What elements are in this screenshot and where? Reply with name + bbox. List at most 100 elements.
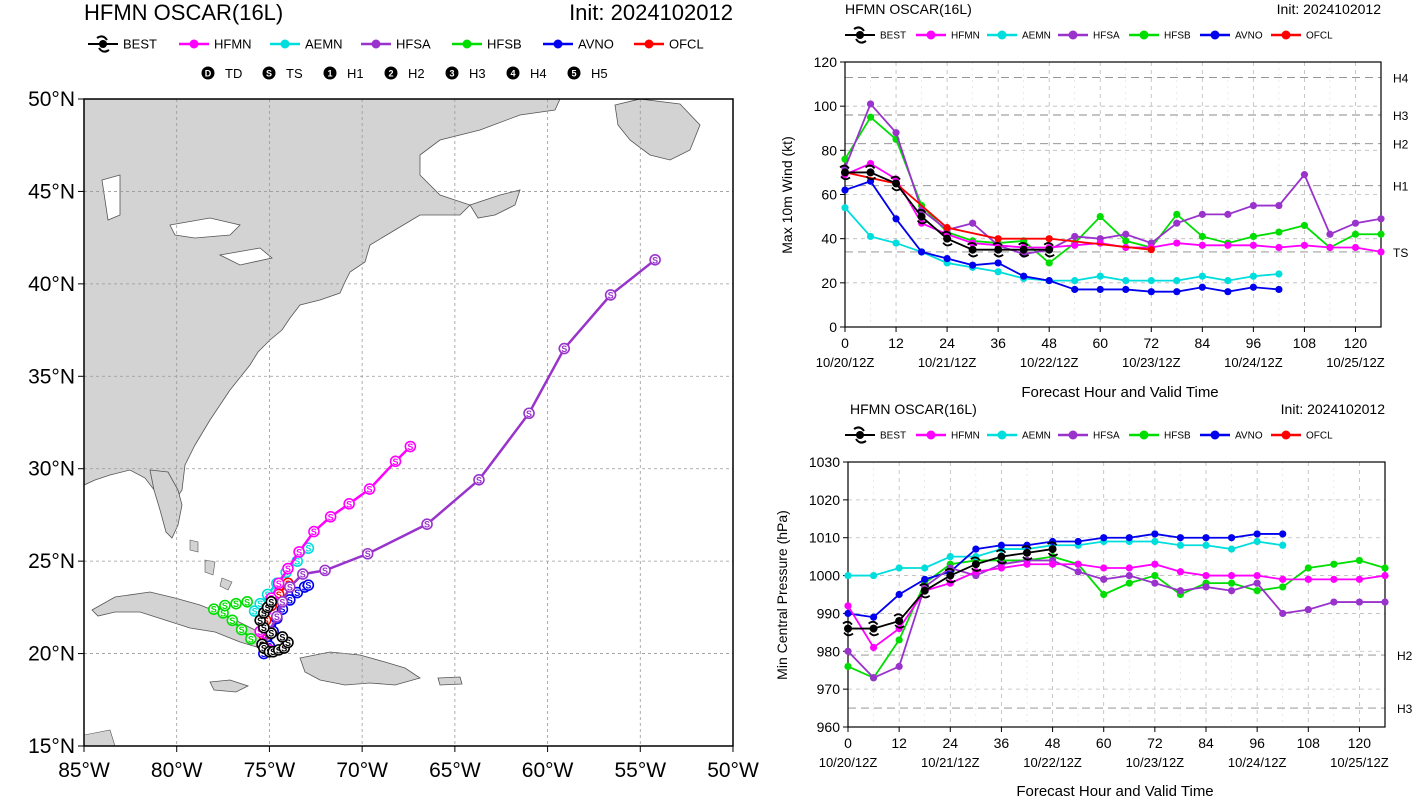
series-point-hfmn — [1253, 571, 1261, 580]
lake-erie — [218, 247, 273, 266]
legend-label-hfsa: HFSA — [1093, 431, 1120, 442]
series-point-hfsb — [1381, 564, 1389, 572]
track-point-symbol: S — [229, 616, 235, 626]
series-point-avno — [1198, 283, 1206, 291]
series-point-ofcl — [943, 224, 951, 232]
track-point-symbol: S — [311, 527, 317, 537]
series-point-aemn — [841, 204, 849, 212]
chart-xtick-label: 72 — [1147, 735, 1163, 751]
track-point-hfmn — [343, 498, 355, 510]
series-point-hfsa — [1253, 579, 1261, 587]
chart-valid-time-label: 10/21/12Z — [921, 755, 980, 770]
series-point-hfsa — [1227, 587, 1236, 595]
series-point-avno — [1176, 534, 1185, 542]
series-point-hfsa — [895, 662, 903, 671]
series-point-hfsb — [1355, 556, 1364, 565]
series-point-avno — [1096, 285, 1104, 294]
series-point-hfsa — [1326, 230, 1334, 238]
map-lon-label: 80°W — [151, 759, 203, 782]
wind-init-label: Init: 2024102012 — [1277, 1, 1382, 17]
chart-xtick-label: 60 — [1092, 335, 1108, 351]
series-point-hfsa — [1176, 587, 1185, 595]
hurricane-icon — [853, 26, 867, 44]
series-line-hfsb — [847, 555, 1386, 679]
series-point-hfsb — [1351, 230, 1360, 238]
track-point-hfmn — [282, 562, 294, 575]
puerto-rico-landmass — [437, 676, 463, 686]
series-point-avno — [1125, 534, 1133, 542]
series-point-avno — [1071, 285, 1079, 294]
legend-marker-hfsa — [1068, 30, 1078, 40]
series-point-hfsb — [866, 113, 875, 121]
intensity-legend-label: H4 — [530, 66, 547, 81]
series-point-hfmn — [1173, 239, 1181, 247]
legend-label-avno: AVNO — [1235, 31, 1263, 42]
chart-ytick-label: 1020 — [809, 492, 840, 508]
series-point-best — [968, 245, 977, 254]
legend-marker-hfsa — [371, 39, 381, 49]
map-lon-label: 85°W — [58, 759, 110, 782]
series-point-avno — [1151, 530, 1159, 538]
series-point-hfsb — [1125, 579, 1133, 587]
hurricane-icon — [839, 164, 851, 181]
legend-marker-ofcl — [1281, 430, 1291, 440]
nova-scotia-landmass — [469, 189, 521, 219]
series-point-hfsa — [869, 674, 878, 682]
legend-label-hfmn: HFMN — [214, 37, 252, 52]
chart-xtick-label: 60 — [1096, 735, 1112, 751]
category-ref-label: H1 — [1393, 180, 1409, 194]
track-point-hfmn — [308, 525, 320, 538]
track-point-best — [265, 596, 278, 608]
series-point-hfsb — [1330, 560, 1338, 568]
bahamas-island — [219, 577, 233, 591]
track-point-symbol: S — [261, 644, 267, 654]
series-point-hfmn — [1381, 571, 1389, 580]
series-point-hfsb — [1275, 228, 1283, 236]
hurricane-icon — [842, 620, 854, 637]
chart-xtick-label: 48 — [1045, 735, 1061, 751]
legend-marker-best — [856, 31, 864, 39]
series-point-best — [895, 617, 904, 625]
track-point-symbol: S — [287, 595, 293, 605]
chart-ytick-label: 990 — [817, 605, 841, 621]
series-point-best — [920, 586, 929, 595]
chart-xtick-label: 0 — [844, 735, 852, 751]
series-point-hfsa — [1151, 579, 1159, 587]
intensity-legend-symbol — [445, 66, 459, 80]
hurricane-icon — [1043, 242, 1055, 258]
track-point-symbol: S — [220, 608, 226, 618]
pressure-chart: 960 970 980 990 1000 1010 1020 1030 0 12 24 36 48 60 7… — [809, 454, 1413, 770]
category-ref-label: H2 — [1397, 649, 1413, 663]
track-point-symbol: S — [274, 612, 280, 622]
track-point-symbol: S — [265, 603, 271, 613]
series-point-avno — [972, 545, 980, 553]
series-point-avno — [917, 248, 926, 256]
series-point-hfmn — [1176, 568, 1185, 576]
series-point-hfsb — [895, 636, 903, 644]
legend-marker-avno — [553, 39, 563, 49]
pressure-init-label: Init: 2024102012 — [1281, 401, 1386, 417]
track-point-hfsb — [245, 632, 257, 645]
track-point-symbol: S — [561, 344, 567, 354]
series-point-avno — [1173, 288, 1181, 296]
series-point-ofcl — [1045, 235, 1053, 243]
intensity-legend-symbol — [262, 66, 276, 80]
series-point-hfsa — [1351, 219, 1360, 227]
track-point-symbol: S — [248, 634, 254, 644]
legend-marker-avno — [1210, 430, 1220, 440]
chart-ytick-label: 1010 — [809, 530, 840, 546]
series-point-hfsb — [1100, 590, 1108, 599]
chart-xtick-label: 36 — [990, 335, 1006, 351]
florida-landmass — [149, 469, 183, 539]
series-line-ofcl — [844, 171, 1152, 251]
series-point-hfmn — [1300, 241, 1309, 249]
chart-xtick-label: 96 — [1249, 735, 1265, 751]
chart-valid-time-label: 10/20/12Z — [816, 355, 875, 370]
track-point-hfsa — [421, 518, 433, 530]
hurricane-icon — [893, 613, 905, 629]
series-point-hfsa — [1377, 215, 1385, 223]
chart-valid-time-label: 10/25/12Z — [1326, 355, 1385, 370]
track-point-symbol: S — [261, 623, 267, 633]
series-point-hfsa — [1304, 606, 1312, 614]
series-point-hfmn — [869, 643, 878, 652]
